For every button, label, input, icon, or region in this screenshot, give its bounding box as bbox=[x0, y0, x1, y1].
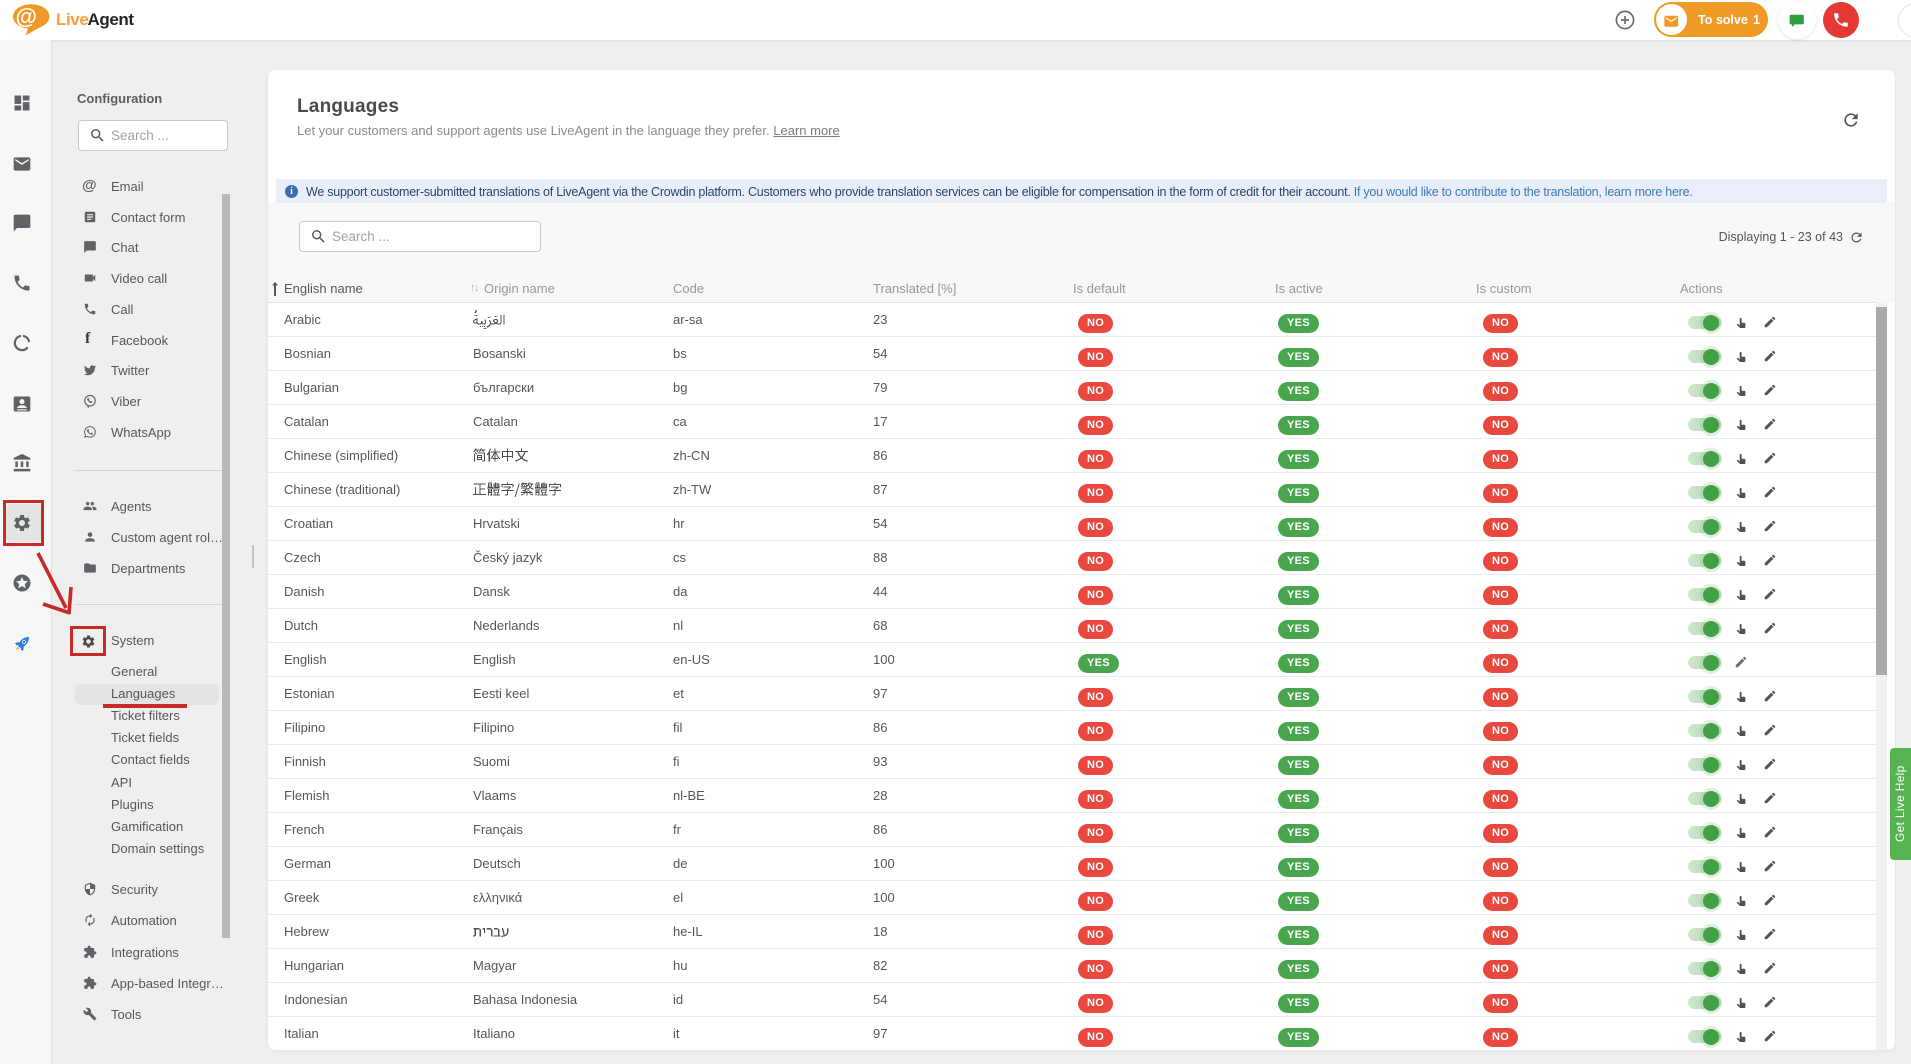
svg-text:@: @ bbox=[16, 4, 37, 29]
svg-text:Live: Live bbox=[56, 10, 88, 29]
svg-text:Agent: Agent bbox=[88, 10, 135, 29]
